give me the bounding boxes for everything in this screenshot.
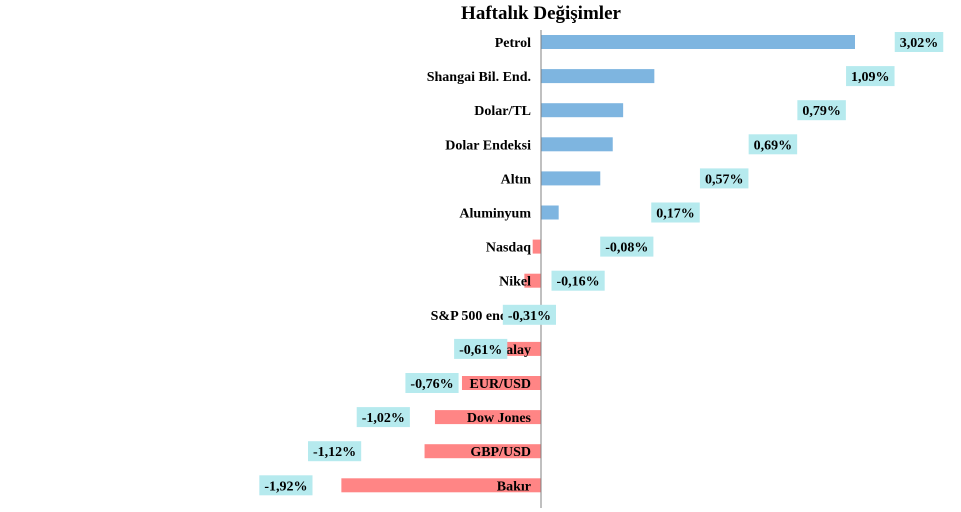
value-label-eur-usd: -0,76% xyxy=(410,377,453,392)
value-label-kalay: -0,61% xyxy=(459,343,502,358)
value-label-bakir: -1,92% xyxy=(264,479,307,494)
bar-petrol xyxy=(541,35,855,49)
value-label-box-dolar-endeksi xyxy=(748,134,798,155)
bar-eur-usd xyxy=(461,376,541,390)
category-label-nasdaq: Nasdaq xyxy=(486,241,531,256)
value-label-box-dow-jones xyxy=(356,407,410,428)
bar-dolar-tl xyxy=(541,103,624,118)
value-label-dolar-endeksi: 0,69% xyxy=(754,138,793,153)
bar-aluminyum xyxy=(541,205,559,220)
bar-gbp-usd xyxy=(424,444,541,459)
value-label-box-kalay xyxy=(454,338,508,359)
value-label-nasdaq: -0,08% xyxy=(605,241,648,256)
bar-nikel xyxy=(524,273,541,288)
bar-bakir xyxy=(341,478,541,493)
bar-altin xyxy=(541,171,601,186)
value-label-sandp-500-endeksi: -0,31% xyxy=(508,309,551,324)
value-label-nikel: -0,16% xyxy=(557,275,600,290)
category-label-eur-usd: EUR/USD xyxy=(470,377,531,392)
value-label-box-gbp-usd xyxy=(308,441,362,462)
value-label-box-bakir xyxy=(259,475,313,496)
value-label-box-nasdaq xyxy=(600,236,654,257)
category-label-petrol: Petrol xyxy=(495,36,531,51)
category-label-shangai-bil-end: Shangai Bil. End. xyxy=(427,70,531,85)
category-label-bakir: Bakır xyxy=(497,479,531,494)
value-label-box-eur-usd xyxy=(405,373,459,393)
category-label-dolar-endeksi: Dolar Endeksi xyxy=(445,138,531,153)
category-label-gbp-usd: GBP/USD xyxy=(470,445,531,460)
value-label-box-aluminyum xyxy=(651,202,700,223)
category-label-aluminyum: Aluminyum xyxy=(459,207,531,222)
category-label-nikel: Nikel xyxy=(499,275,531,290)
value-label-box-petrol xyxy=(894,32,944,52)
value-label-dolar-tl: 0,79% xyxy=(802,104,841,119)
value-label-box-sandp-500-endeksi xyxy=(502,304,556,325)
bar-dolar-endeksi xyxy=(541,137,613,152)
bar-group xyxy=(341,35,855,493)
category-label-altin: Altın xyxy=(501,172,532,187)
value-label-petrol: 3,02% xyxy=(900,36,939,51)
chart-title: Haftalık Değişimler xyxy=(461,3,621,24)
value-label-aluminyum: 0,17% xyxy=(656,207,695,222)
label-group: Petrol 3,02% Shangai Bil. End. 1,09% Dolar/T… xyxy=(259,32,944,496)
value-label-box-dolar-tl xyxy=(797,100,846,121)
value-label-altin: 0,57% xyxy=(705,172,744,187)
category-label-dow-jones: Dow Jones xyxy=(467,411,532,426)
value-label-box-altin xyxy=(699,168,749,189)
value-label-dow-jones: -1,02% xyxy=(362,411,405,426)
value-label-box-nikel xyxy=(551,270,605,291)
bar-shangai-bil-end xyxy=(541,69,655,84)
bar-dow-jones xyxy=(434,410,541,425)
value-label-box-shangai-bil-end xyxy=(846,66,895,87)
bar-nasdaq xyxy=(532,239,541,254)
value-label-shangai-bil-end: 1,09% xyxy=(851,70,890,85)
category-label-dolar-tl: Dolar/TL xyxy=(474,104,531,119)
value-label-gbp-usd: -1,12% xyxy=(313,445,356,460)
